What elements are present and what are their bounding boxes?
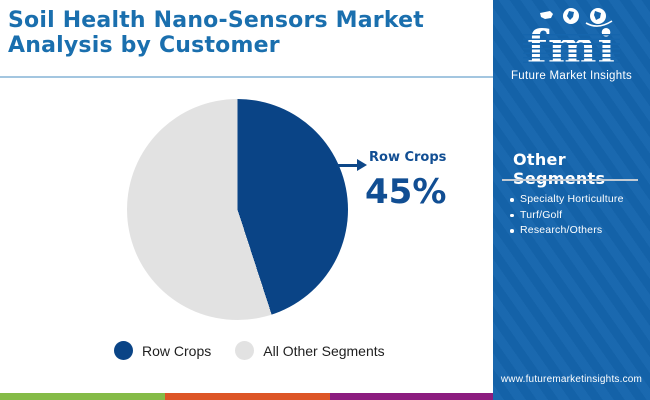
list-item: Turf/Golf [510,208,624,224]
footer-bar-segment [165,393,330,400]
header-divider [0,76,493,78]
other-segments-list: Specialty Horticulture Turf/Golf Researc… [493,192,624,239]
list-item: Specialty Horticulture [510,192,624,208]
footer-bar-segment [0,393,165,400]
footer-accent-bars [0,393,493,400]
pie-annotation-label: Row Crops [369,150,447,165]
other-segments-divider [502,179,638,181]
page-title-line1: Soil Health Nano-Sensors Market [8,8,424,33]
arrow-right-icon [357,159,367,171]
callout-arrow-line [337,164,358,167]
page-title: Soil Health Nano-Sensors Market Analysis… [8,8,478,58]
legend: Row Crops All Other Segments [114,341,385,360]
sidebar: fmi Future Market Insights Other Segment… [493,0,650,400]
legend-swatch [235,341,255,360]
legend-item-row-crops: Row Crops [114,341,211,360]
fmi-logo: fmi Future Market Insights [493,7,650,82]
fmi-wordmark: fmi [523,24,620,70]
page-title-line2: Analysis by Customer [8,33,280,58]
other-segments-heading: Other Segments [513,150,605,188]
pie-annotation-value: 45% [365,172,447,212]
logo-subtitle: Future Market Insights [510,70,632,82]
website-url: www.futuremarketinsights.com [500,374,643,385]
legend-label: All Other Segments [263,342,385,359]
footer-bar-segment [330,393,493,400]
pie-chart [127,99,348,320]
legend-label: Row Crops [142,342,212,359]
globe-icons [539,8,612,27]
legend-swatch [114,341,133,360]
list-item: Research/Others [510,223,624,239]
legend-item-all-other-segments: All Other Segments [235,341,385,360]
